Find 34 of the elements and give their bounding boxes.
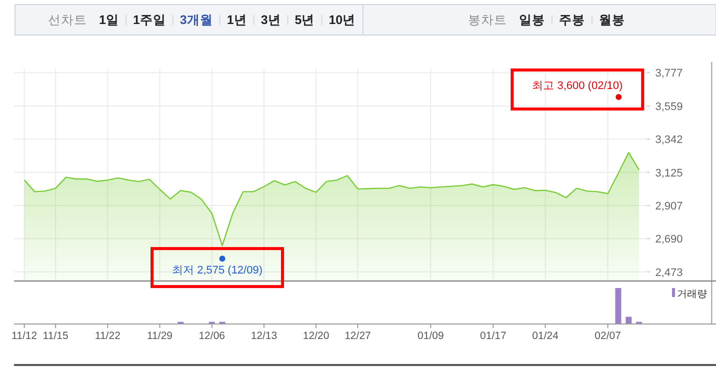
- annotation: 최고 3,600 (02/10): [532, 80, 623, 92]
- text: 일봉: [519, 13, 545, 27]
- legend-label: 거래량: [677, 289, 707, 300]
- text: 주봉: [559, 13, 585, 27]
- x-tick-label: 12/20: [302, 330, 330, 342]
- text: 봉차트: [468, 13, 507, 27]
- text: 3개월: [180, 13, 213, 27]
- annotation: 최저 2,575 (12/09): [172, 264, 263, 277]
- x-tick-label: 11/12: [12, 330, 38, 342]
- x-tick-label: 01/24: [532, 330, 559, 342]
- text: 10년: [328, 13, 356, 27]
- x-tick-label: 11/29: [147, 330, 173, 342]
- y-tick-label: 3,342: [655, 134, 683, 146]
- y-tick-label: 3,125: [655, 167, 683, 180]
- y-tick-label: 2,473: [655, 266, 683, 279]
- text: 1년: [226, 13, 247, 27]
- text: 선차트: [48, 13, 87, 27]
- x-tick-label: 02/07: [594, 330, 622, 342]
- text: 1일: [99, 13, 119, 27]
- text: 3년: [260, 13, 281, 27]
- x-tick-label: 12/13: [250, 330, 278, 342]
- y-tick-label: 2,907: [655, 200, 683, 213]
- text: 5년: [294, 13, 315, 27]
- x-tick-label: 12/27: [344, 330, 372, 342]
- y-tick-label: 3,559: [655, 100, 683, 113]
- y-tick-label: 2,690: [655, 234, 683, 246]
- x-tick-label: 12/06: [198, 330, 226, 342]
- text: 월봉: [599, 13, 625, 27]
- text: 1주일: [132, 13, 166, 27]
- x-tick-label: 11/15: [42, 330, 68, 342]
- y-tick-label: 3,777: [655, 68, 683, 80]
- x-tick-label: 01/09: [418, 330, 444, 342]
- x-tick-label: 11/22: [94, 330, 121, 342]
- x-tick-label: 01/17: [480, 330, 506, 342]
